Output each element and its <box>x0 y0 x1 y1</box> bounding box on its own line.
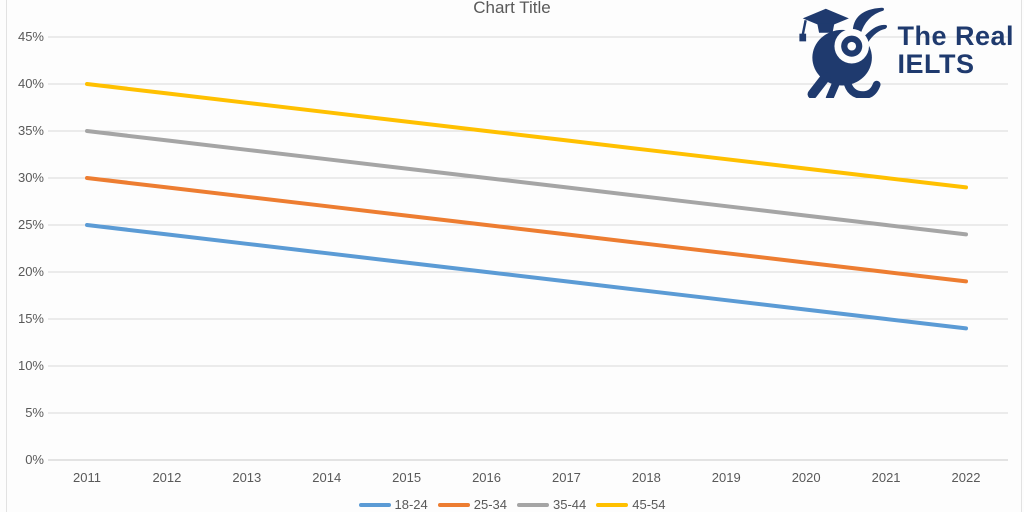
x-tick-label-2020: 2020 <box>791 470 821 485</box>
y-tick-label-30%: 30% <box>17 170 44 185</box>
x-tick-label-2018: 2018 <box>631 470 661 485</box>
legend-item-18-24: 18-24 <box>358 497 428 512</box>
x-tick-label-2021: 2021 <box>871 470 901 485</box>
series-line-35-44 <box>85 129 968 237</box>
brand-logo-line1: The Real <box>897 20 1014 51</box>
y-tick-label-20%: 20% <box>17 264 44 279</box>
x-tick-label-2013: 2013 <box>232 470 262 485</box>
y-tick-label-35%: 35% <box>17 123 44 138</box>
legend-item-45-54: 45-54 <box>596 497 666 512</box>
chart-border-right <box>1021 0 1022 512</box>
series-line-25-34 <box>85 176 968 284</box>
brand-logo-line2: IELTS <box>897 49 975 79</box>
graduate-mascot-icon <box>799 7 888 98</box>
x-tick-label-2011: 2011 <box>73 470 101 485</box>
legend-label-18-24: 18-24 <box>394 497 428 512</box>
legend-swatch-45-54 <box>596 502 629 507</box>
series-line-18-24 <box>85 223 968 331</box>
y-tick-label-15%: 15% <box>17 311 44 326</box>
chart-legend: 18-24 25-34 35-44 45-54 <box>0 497 1024 512</box>
brand-logo: The Real IELTS <box>797 2 1014 98</box>
y-tick-label-25%: 25% <box>17 217 44 232</box>
chart-border-left <box>6 0 7 512</box>
x-tick-label-2017: 2017 <box>551 470 581 485</box>
y-tick-label-5%: 5% <box>25 405 44 420</box>
legend-swatch-35-44 <box>517 502 549 507</box>
legend-label-35-44: 35-44 <box>553 497 587 512</box>
brand-logo-text: The Real IELTS <box>897 20 1014 79</box>
chart-title: Chart Title <box>473 0 551 17</box>
y-tick-label-45%: 45% <box>17 29 44 44</box>
y-tick-label-40%: 40% <box>17 76 44 91</box>
x-tick-label-2019: 2019 <box>711 470 741 485</box>
x-tick-label-2012: 2012 <box>152 470 182 485</box>
x-tick-label-2015: 2015 <box>392 470 422 485</box>
y-tick-label-10%: 10% <box>17 358 44 373</box>
legend-label-45-54: 45-54 <box>632 497 666 512</box>
y-tick-label-0%: 0% <box>25 452 44 467</box>
x-tick-label-2014: 2014 <box>312 470 342 485</box>
legend-label-25-34: 25-34 <box>473 497 507 512</box>
legend-item-35-44: 35-44 <box>517 497 586 512</box>
series-line-45-54 <box>85 82 968 190</box>
legend-swatch-25-34 <box>437 502 470 507</box>
x-tick-label-2022: 2022 <box>951 470 981 485</box>
legend-swatch-18-24 <box>358 502 391 507</box>
legend-item-25-34: 25-34 <box>437 497 507 512</box>
x-tick-label-2016: 2016 <box>472 470 501 485</box>
